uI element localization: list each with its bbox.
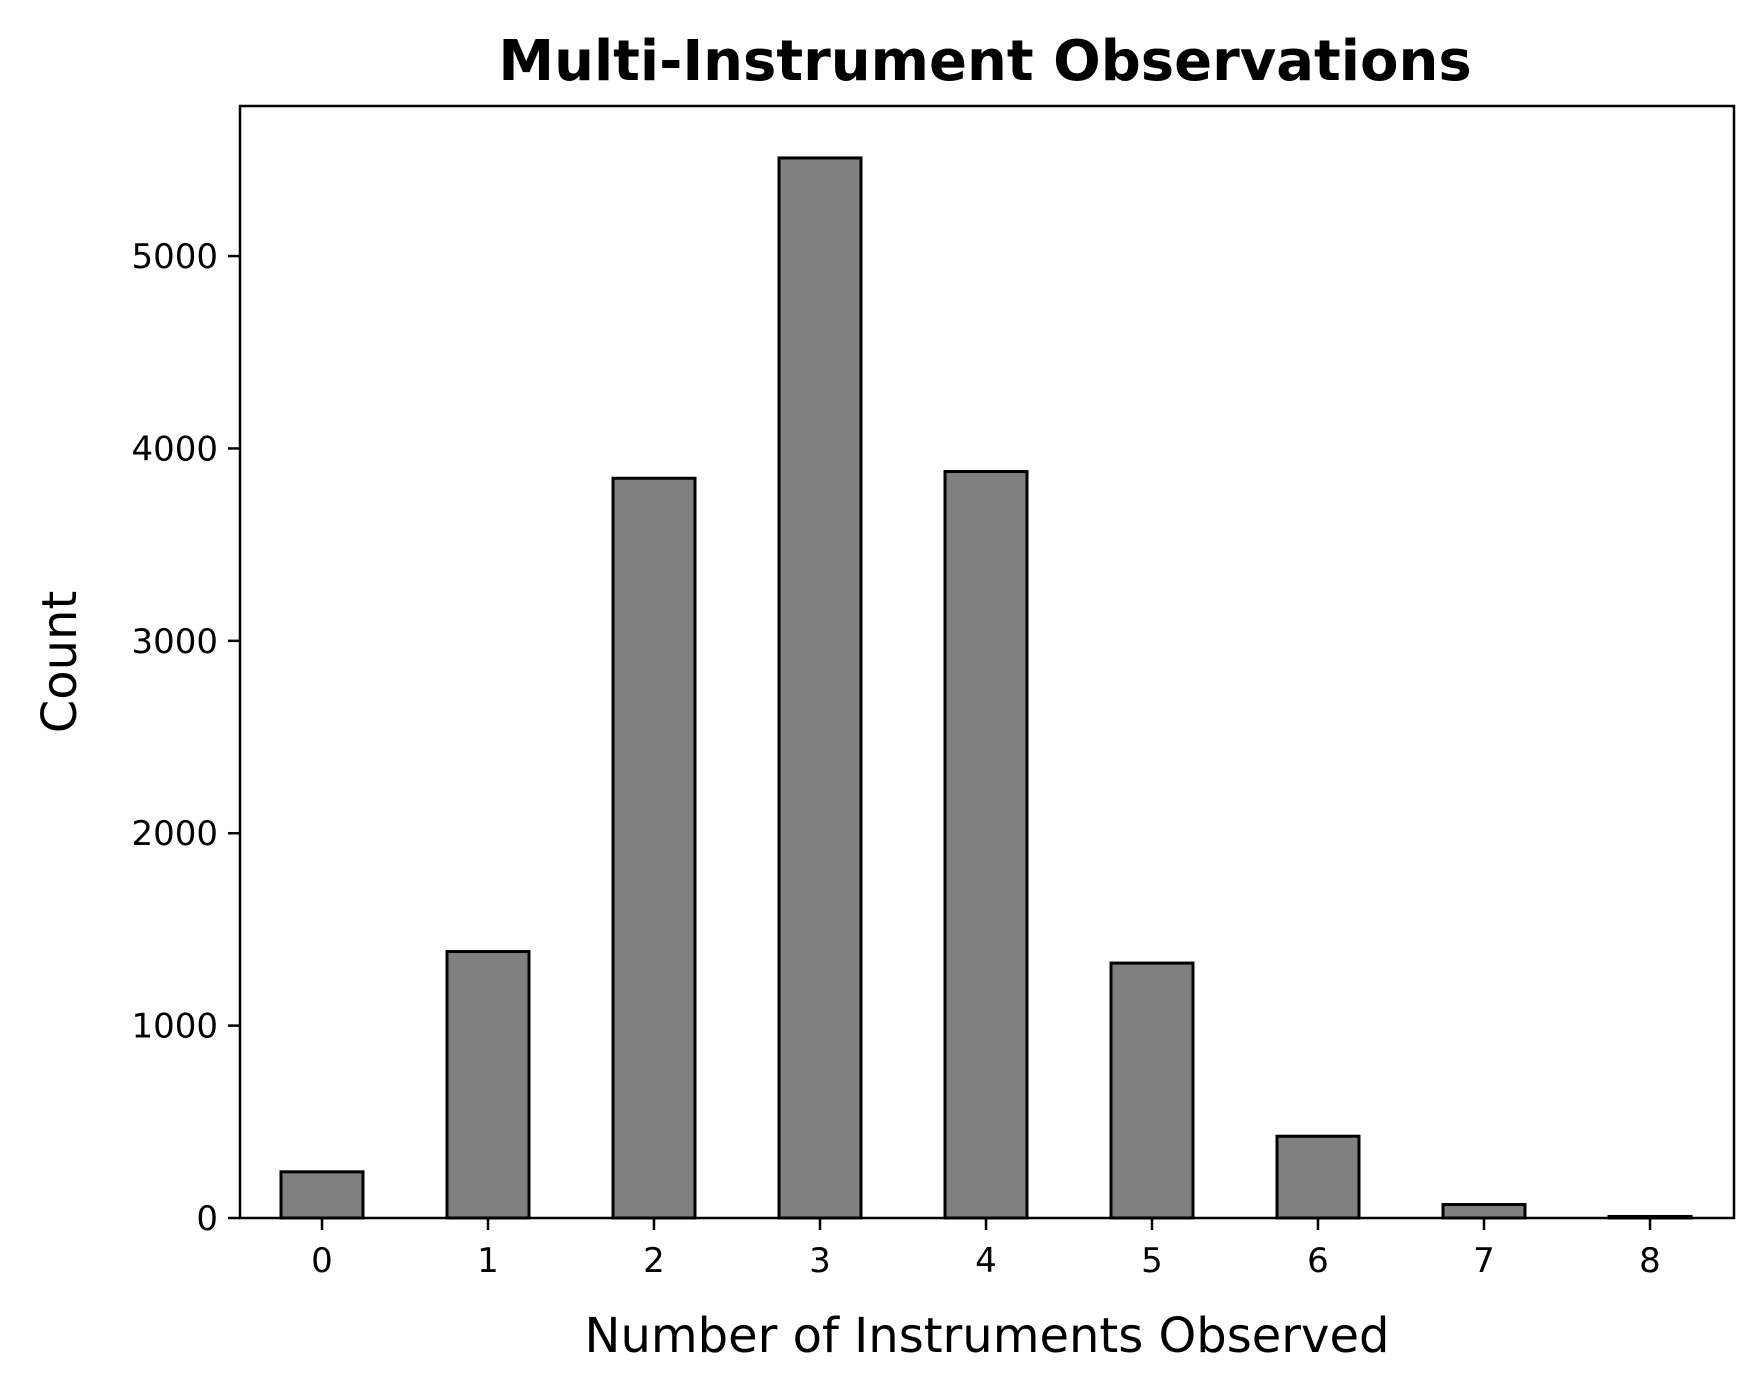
y-tick-label: 1000 — [131, 1007, 218, 1047]
y-tick-label: 4000 — [131, 429, 218, 469]
x-tick-label: 6 — [1307, 1241, 1329, 1281]
x-axis: 0 1 2 3 4 5 6 7 8 — [311, 1218, 1661, 1281]
chart-title: Multi-Instrument Observations — [498, 29, 1471, 94]
bar-6 — [1275, 1134, 1361, 1220]
y-tick-label: 5000 — [131, 237, 218, 277]
y-axis: 0 1000 2000 3000 4000 5000 — [131, 237, 240, 1239]
bar-7 — [1441, 1203, 1527, 1220]
y-tick-label: 0 — [196, 1199, 218, 1239]
bar-0 — [279, 1170, 365, 1220]
bar-3 — [777, 156, 863, 1220]
y-tick-label: 2000 — [131, 814, 218, 854]
bar-2 — [611, 476, 697, 1220]
x-tick-label: 4 — [975, 1241, 997, 1281]
bar-5 — [1109, 961, 1195, 1220]
bar-1 — [445, 950, 531, 1220]
bars — [279, 156, 1693, 1220]
x-tick-label: 2 — [643, 1241, 665, 1281]
x-tick-label: 0 — [311, 1241, 333, 1281]
x-tick-label: 8 — [1639, 1241, 1661, 1281]
y-tick-label: 3000 — [131, 622, 218, 662]
x-axis-label: Number of Instruments Observed — [585, 1308, 1390, 1364]
x-tick-label: 7 — [1473, 1241, 1495, 1281]
x-tick-label: 5 — [1141, 1241, 1163, 1281]
y-axis-label: Count — [32, 591, 88, 734]
x-tick-label: 1 — [477, 1241, 499, 1281]
x-tick-label: 3 — [809, 1241, 831, 1281]
bar-4 — [943, 470, 1029, 1220]
